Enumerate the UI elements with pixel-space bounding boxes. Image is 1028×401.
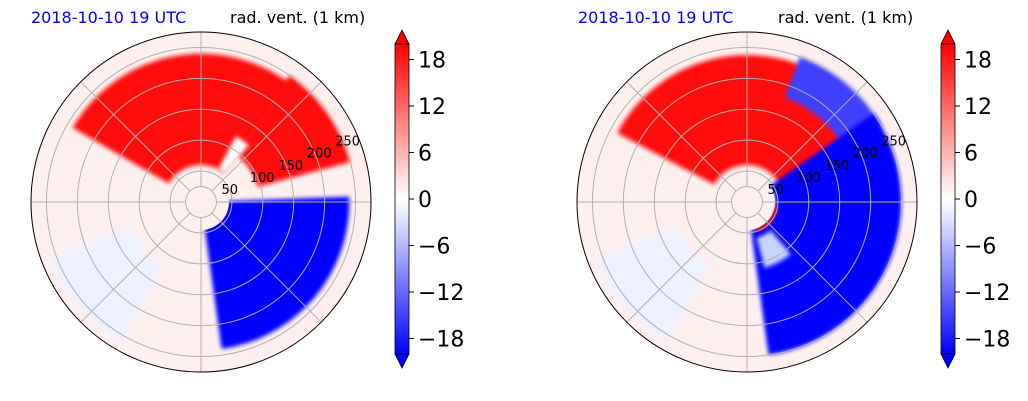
colorbar-tick-label: −12 [418,281,464,306]
azimuth-spoke-45 [757,81,868,192]
radial-tick-label: 50 [767,183,784,198]
panel-title-right-date: 2018-10-10 19 UTC [578,8,733,27]
azimuth-spoke-45 [211,81,322,192]
colorbar-extend-max [940,29,956,45]
negative-velocity-region-south-east [201,196,350,349]
colorbar-tick-label: 12 [964,95,992,120]
colorbar: 18 12 6 0 −6 −12 −18 [394,29,464,369]
azimuth-spoke-135 [211,212,322,323]
colorbar-tick-label: 18 [418,49,446,74]
panel-title-left-date: 2018-10-10 19 UTC [31,8,186,27]
radial-tick-label: 150 [824,159,849,174]
colorbar-tick-label: −12 [964,281,1010,306]
colorbar-extend-min [394,353,410,369]
colorbar-tick-label: 0 [964,188,978,213]
colorbar-extend-max [394,29,410,45]
positive-velocity-band-north-east [234,75,351,187]
colorbar-tick-label: 18 [964,49,992,74]
colorbar-tick-label: −18 [964,328,1010,353]
colorbar: 18 12 6 0 −6 −12 −18 [940,29,1010,369]
colorbar-extend-min [940,353,956,369]
radial-tick-label: 100 [796,171,821,186]
azimuth-spoke-135 [757,212,868,323]
radial-tick-label: 100 [250,171,275,186]
radial-tick-label: 200 [853,147,878,162]
azimuth-spoke-225 [626,212,737,323]
colorbar-tick-label: −18 [418,328,464,353]
radial-tick-label: 150 [278,159,303,174]
radial-tick-label: 50 [221,183,238,198]
panel-title-right-variable: rad. vent. (1 km) [778,8,913,27]
colorbar-tick-label: 6 [964,142,978,167]
weak-negative-streak [756,230,791,268]
colorbar-tick-label: 12 [418,95,446,120]
colorbar-scale [394,43,410,355]
radial-tick-label: 250 [335,135,360,150]
polar-panel-right: 2018-10-10 19 UTC rad. vent. (1 km) 50 10… [576,8,1010,373]
velocity-gap-north-east [218,136,249,174]
colorbar-tick-label: 6 [418,142,432,167]
panel-title-left-variable: rad. vent. (1 km) [230,8,365,27]
plot-boundary [576,31,918,373]
azimuth-spoke-315 [80,81,191,192]
negative-velocity-region-east [750,113,902,356]
colorbar-tick-label: 0 [418,188,432,213]
colorbar-tick-label: −6 [418,235,450,260]
radial-tick-label: 200 [307,147,332,162]
colorbar-tick-label: −6 [964,235,996,260]
colorbar-scale [940,43,956,355]
mixed-velocity-band-north-east [785,56,881,147]
weak-negative-region-south-west [50,227,164,342]
radial-tick-label: 250 [881,135,906,150]
polar-panel-left: 2018-10-10 19 UTC rad. vent. (1 km) 50 10… [30,8,464,373]
azimuth-spoke-225 [80,212,191,323]
plot-boundary [30,31,372,373]
azimuth-spoke-315 [626,81,737,192]
weak-negative-region-south-west [596,227,710,342]
